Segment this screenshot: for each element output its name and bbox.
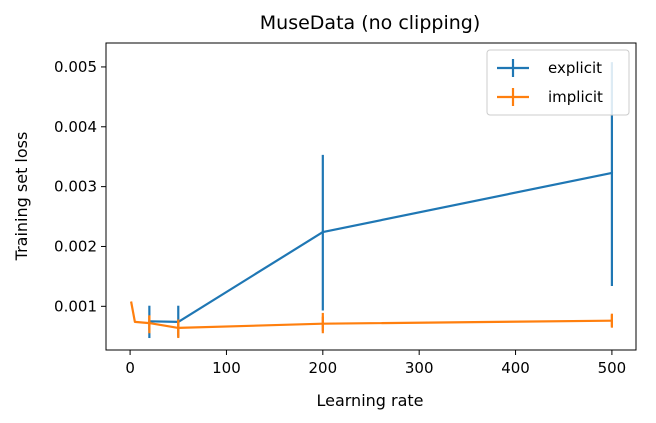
legend: explicit implicit bbox=[486, 49, 630, 116]
y-tick-label: 0.004 bbox=[54, 118, 97, 136]
y-ticks: 0.001 0.002 0.003 0.004 0.005 bbox=[54, 58, 106, 315]
y-axis-label: Training set loss bbox=[12, 132, 31, 262]
series-implicit bbox=[130, 301, 614, 339]
x-tick-label: 200 bbox=[308, 359, 337, 377]
series-line-implicit bbox=[130, 301, 612, 329]
legend-label-explicit: explicit bbox=[548, 59, 602, 77]
y-tick-label: 0.005 bbox=[54, 58, 97, 76]
x-tick-label: 100 bbox=[212, 359, 241, 377]
data-point-explicit bbox=[610, 171, 614, 175]
legend-label-implicit: implicit bbox=[548, 88, 603, 106]
x-tick-label: 500 bbox=[598, 359, 627, 377]
chart-title: MuseData (no clipping) bbox=[260, 12, 480, 34]
data-point-explicit bbox=[321, 230, 325, 234]
x-tick-label: 0 bbox=[125, 359, 135, 377]
legend-item-explicit: explicit bbox=[497, 59, 602, 77]
series-layer bbox=[130, 62, 614, 339]
x-ticks: 0 100 200 300 400 500 bbox=[125, 350, 626, 377]
x-tick-label: 300 bbox=[405, 359, 434, 377]
legend-item-implicit: implicit bbox=[497, 88, 603, 106]
y-tick-label: 0.003 bbox=[54, 178, 97, 196]
y-tick-label: 0.002 bbox=[54, 237, 97, 255]
series-line-explicit bbox=[149, 171, 613, 323]
axes-frame bbox=[105, 42, 637, 351]
x-axis-label: Learning rate bbox=[316, 391, 423, 410]
y-tick-label: 0.001 bbox=[54, 297, 97, 315]
legend-box bbox=[486, 49, 630, 116]
x-tick-label: 400 bbox=[501, 359, 530, 377]
plot-area bbox=[105, 42, 637, 351]
